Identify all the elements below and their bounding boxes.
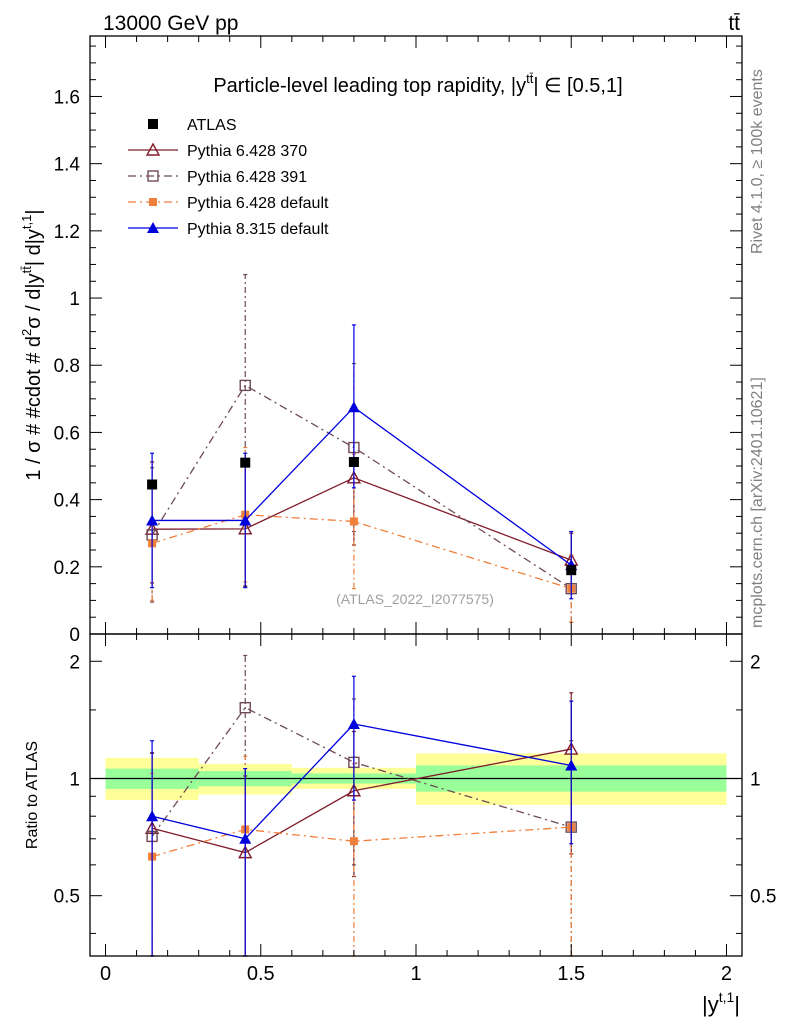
- p8-marker: [565, 759, 578, 771]
- p391-line: [151, 706, 572, 837]
- atlas-marker: [566, 565, 577, 576]
- legend-label: Pythia 8.315 default: [187, 221, 329, 238]
- ratio-data-layer: [144, 654, 579, 957]
- x-axis-label: |yt,1|: [702, 989, 740, 1017]
- p6def-marker: [149, 198, 157, 206]
- ratio-y-tick-label-right: 1: [750, 769, 761, 790]
- atlas-marker: [348, 456, 359, 467]
- ratio-y-tick-label: 1: [69, 769, 80, 790]
- ratio-y-tick-label-right: 2: [750, 652, 761, 673]
- rivet-label: Rivet 4.1.0, ≥ 100k events: [749, 69, 766, 254]
- p8-marker: [146, 810, 159, 822]
- ylabel-sup: tt̄: [19, 266, 34, 274]
- p8-marker: [147, 222, 159, 233]
- series-p8: [146, 675, 578, 957]
- p6def-marker: [349, 517, 358, 526]
- ylabel-part: |: [23, 209, 45, 214]
- atlas-marker: [240, 457, 251, 468]
- p8-marker: [146, 514, 159, 526]
- ylabel-part: | d|y: [23, 229, 45, 266]
- p370-marker: [145, 142, 161, 156]
- series-p370: [144, 409, 579, 595]
- series-p370: [144, 692, 579, 957]
- legend: ATLAS Pythia 6.428 370 Pythia 6.428 391 Pyt…: [128, 117, 329, 238]
- y-tick-label: 0: [69, 625, 80, 646]
- ratio-y-tick-label-right: 0.5: [750, 887, 776, 908]
- p8-line: [152, 406, 572, 566]
- legend-entry-p391: Pythia 6.428 391: [128, 169, 307, 186]
- xlabel-sup: t,1: [719, 989, 735, 1005]
- series-atlas: [147, 456, 577, 576]
- analysis-watermark: (ATLAS_2022_I2077575): [336, 591, 494, 607]
- title-prefix: Particle-level leading top rapidity, |y: [213, 75, 526, 97]
- title-superscript: tt̄: [526, 71, 534, 86]
- main-data-layer: [144, 273, 579, 623]
- legend-entry-p6def: Pythia 6.428 default: [128, 195, 329, 212]
- series-p8: [146, 324, 578, 600]
- x-tick-label: 2: [721, 963, 732, 985]
- title-suffix: | ∈ [0.5,1]: [533, 75, 622, 97]
- energy-label: 13000 GeV pp: [103, 12, 238, 35]
- ratio-y-tick-label: 2: [69, 652, 80, 673]
- p391-marker: [239, 379, 251, 392]
- ylabel-sup: t,1: [19, 215, 34, 229]
- atlas-marker: [147, 479, 158, 490]
- p8-line: [151, 723, 572, 840]
- legend-entry-p370: Pythia 6.428 370: [128, 142, 307, 160]
- p8-marker: [239, 832, 252, 844]
- y-tick-label: 1.6: [54, 87, 80, 108]
- series-p391: [146, 273, 577, 623]
- p6def-marker: [349, 837, 358, 846]
- ylabel-part: 1 / σ # #cdot # d: [23, 336, 45, 481]
- p391-marker: [239, 701, 251, 714]
- p6def-line: [151, 826, 572, 858]
- process-label: tt̄: [728, 12, 740, 35]
- p370-line: [151, 748, 572, 854]
- legend-entry-p8: Pythia 8.315 default: [128, 221, 329, 238]
- x-tick-label: 0.5: [247, 963, 275, 985]
- y-tick-label: 1: [69, 289, 80, 310]
- y-tick-label: 0.4: [54, 491, 81, 512]
- y-tick-label: 0.8: [54, 356, 80, 377]
- ratio-y-tick-label: 0.5: [54, 887, 80, 908]
- main-panel: 0 0.2 0.4 0.6 0.8 1 1.2 1.4 1.6 Particle-level l…: [19, 35, 743, 646]
- mcplots-label: mcplots.cern.ch [arXiv:2401.10621]: [749, 377, 766, 628]
- x-tick-label: 1.5: [557, 963, 585, 985]
- p6def-line: [151, 514, 572, 590]
- series-p391: [146, 654, 577, 957]
- p8-marker: [347, 718, 360, 730]
- p391-marker: [147, 170, 159, 182]
- y-tick-label: 0.6: [54, 423, 80, 444]
- xlabel-end: |: [734, 992, 740, 1017]
- y-tick-label: 1.4: [54, 155, 81, 176]
- xlabel-base: |y: [702, 992, 719, 1017]
- ylabel-part: σ / d|y: [23, 273, 45, 328]
- y-tick-label: 0.2: [54, 558, 80, 579]
- ratio-ticks: 0.5 0.5 1 1 2 2 0 0.5 1 1.5 2: [54, 634, 776, 985]
- legend-label: ATLAS: [187, 117, 237, 134]
- chart-title: Particle-level leading top rapidity, |yt…: [213, 71, 622, 97]
- main-y-axis-label: 1 / σ # #cdot # d2σ / d|ytt̄| d|yt,1|: [19, 209, 45, 480]
- y-tick-label: 1.2: [54, 222, 80, 243]
- x-tick-label: 1: [410, 963, 421, 985]
- legend-label: Pythia 6.428 370: [187, 143, 307, 160]
- atlas-marker: [148, 119, 158, 129]
- legend-label: Pythia 6.428 default: [187, 195, 329, 212]
- p8-marker: [239, 514, 252, 526]
- x-tick-label: 0: [100, 963, 111, 985]
- ylabel-sup: 2: [19, 329, 34, 336]
- legend-entry-atlas: ATLAS: [148, 117, 237, 134]
- ratio-panel: 0.5 0.5 1 1 2 2 0 0.5 1 1.5 2 Ratio to ATLAS |yt,1…: [24, 633, 776, 1017]
- ratio-y-axis-label: Ratio to ATLAS: [24, 741, 41, 849]
- p8-marker: [347, 401, 360, 413]
- main-ticks: 0 0.2 0.4 0.6 0.8 1 1.2 1.4 1.6: [54, 36, 742, 646]
- legend-label: Pythia 6.428 391: [187, 169, 307, 186]
- p391-line: [151, 384, 572, 590]
